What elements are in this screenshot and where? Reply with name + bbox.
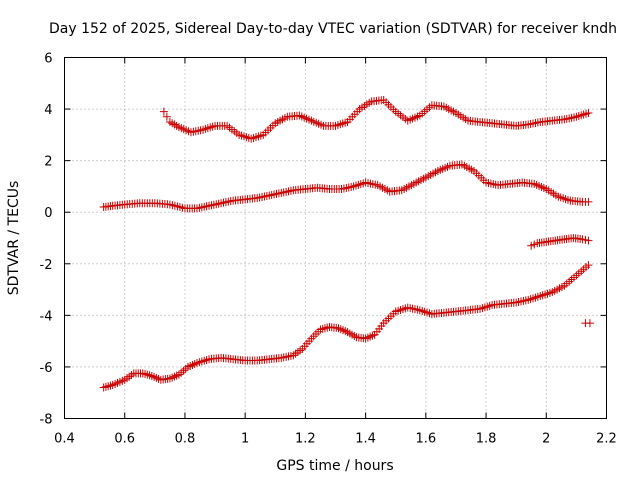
- data-point: [584, 261, 593, 270]
- y-tick-label: -6: [40, 361, 53, 376]
- x-tick-label: 0.8: [175, 432, 196, 447]
- x-tick-label: 0.6: [114, 432, 135, 447]
- data-point: [584, 197, 593, 206]
- data-point: [584, 236, 593, 245]
- x-tick-label: 1.8: [476, 432, 497, 447]
- y-tick-label: -4: [40, 309, 53, 324]
- y-tick-label: 4: [44, 103, 52, 118]
- data-point: [585, 319, 594, 328]
- y-tick-label: -8: [40, 413, 53, 428]
- data-point: [162, 112, 171, 121]
- x-axis-label: GPS time / hours: [276, 458, 393, 474]
- data-points: [99, 96, 594, 392]
- x-tick-label: 1.6: [415, 432, 436, 447]
- y-tick-label: -2: [40, 258, 53, 273]
- series-middle-arc: [99, 160, 593, 213]
- x-tick-label: 1.4: [355, 432, 376, 447]
- y-tick-label: 2: [44, 155, 52, 170]
- x-tick-label: 1.2: [295, 432, 316, 447]
- x-tick-label: 0.4: [54, 432, 75, 447]
- series-lower-arc: [99, 261, 593, 392]
- y-axis-label: SDTVAR / TECUs: [6, 181, 22, 296]
- data-point: [584, 108, 593, 117]
- series-isolated-points: [581, 319, 594, 328]
- series-short-segment: [527, 234, 593, 250]
- axis-ticks: 0.4 0.6 0.8 1 1.2 1.4 1.6 1.8 2 2.2 -8 -6 -4 -2 0 2 4 6: [40, 52, 617, 447]
- chart-title: Day 152 of 2025, Sidereal Day-to-day VTE…: [49, 21, 617, 37]
- y-tick-label: 0: [44, 206, 52, 221]
- plot-frame: [64, 57, 607, 419]
- series-upper-arc: [159, 96, 593, 143]
- x-tick-label: 1: [241, 432, 249, 447]
- x-tick-label: 2: [542, 432, 550, 447]
- x-tick-label: 2.2: [596, 432, 617, 447]
- y-tick-label: 6: [44, 52, 52, 67]
- data-point: [159, 107, 168, 116]
